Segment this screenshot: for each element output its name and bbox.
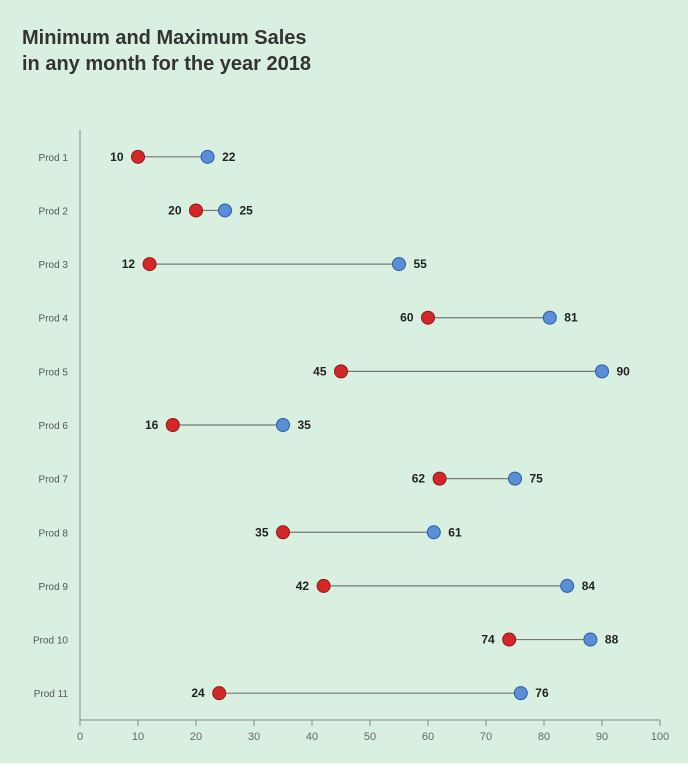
max-value-label: 75 bbox=[530, 472, 544, 486]
y-category-label: Prod 3 bbox=[39, 260, 69, 271]
min-value-label: 74 bbox=[481, 633, 495, 647]
min-value-label: 20 bbox=[168, 203, 182, 217]
max-value-label: 35 bbox=[298, 418, 312, 432]
x-tick-label: 20 bbox=[190, 731, 202, 743]
min-marker bbox=[166, 419, 179, 432]
max-marker bbox=[543, 311, 556, 324]
min-marker bbox=[132, 150, 145, 163]
y-category-label: Prod 2 bbox=[39, 206, 69, 217]
x-tick-label: 80 bbox=[538, 731, 550, 743]
min-value-label: 62 bbox=[412, 472, 426, 486]
min-marker bbox=[277, 526, 290, 539]
max-value-label: 81 bbox=[564, 311, 578, 325]
x-tick-label: 60 bbox=[422, 731, 434, 743]
y-category-label: Prod 6 bbox=[39, 421, 69, 432]
max-value-label: 88 bbox=[605, 633, 619, 647]
max-marker bbox=[584, 633, 597, 646]
max-marker bbox=[509, 472, 522, 485]
y-category-label: Prod 8 bbox=[39, 528, 69, 539]
min-value-label: 42 bbox=[296, 579, 310, 593]
max-marker bbox=[596, 365, 609, 378]
min-value-label: 16 bbox=[145, 418, 159, 432]
max-value-label: 22 bbox=[222, 150, 236, 164]
max-value-label: 84 bbox=[582, 579, 596, 593]
y-category-label: Prod 9 bbox=[39, 582, 69, 593]
min-marker bbox=[335, 365, 348, 378]
min-value-label: 24 bbox=[191, 686, 205, 700]
min-marker bbox=[503, 633, 516, 646]
min-value-label: 45 bbox=[313, 364, 327, 378]
y-category-label: Prod 10 bbox=[33, 636, 68, 647]
max-value-label: 55 bbox=[414, 257, 428, 271]
x-tick-label: 100 bbox=[651, 731, 669, 743]
x-tick-label: 30 bbox=[248, 731, 260, 743]
y-category-label: Prod 5 bbox=[39, 367, 69, 378]
y-category-label: Prod 4 bbox=[39, 314, 69, 325]
min-value-label: 10 bbox=[110, 150, 124, 164]
min-marker bbox=[213, 687, 226, 700]
max-marker bbox=[514, 687, 527, 700]
x-tick-label: 70 bbox=[480, 731, 492, 743]
max-value-label: 90 bbox=[617, 364, 631, 378]
chart-title-line: Minimum and Maximum Sales bbox=[22, 27, 307, 49]
x-tick-label: 40 bbox=[306, 731, 318, 743]
min-value-label: 12 bbox=[122, 257, 136, 271]
max-marker bbox=[219, 204, 232, 217]
max-marker bbox=[277, 419, 290, 432]
x-tick-label: 90 bbox=[596, 731, 608, 743]
max-value-label: 25 bbox=[240, 203, 254, 217]
min-marker bbox=[317, 579, 330, 592]
min-marker bbox=[433, 472, 446, 485]
x-tick-label: 50 bbox=[364, 731, 376, 743]
min-marker bbox=[422, 311, 435, 324]
chart-title-line: in any month for the year 2018 bbox=[22, 53, 311, 75]
y-category-label: Prod 11 bbox=[34, 689, 69, 700]
x-tick-label: 0 bbox=[77, 731, 83, 743]
max-marker bbox=[561, 579, 574, 592]
min-value-label: 35 bbox=[255, 525, 269, 539]
chart-container: Minimum and Maximum Sales in any month fo… bbox=[0, 0, 688, 763]
min-marker bbox=[190, 204, 203, 217]
max-value-label: 76 bbox=[535, 686, 549, 700]
x-tick-label: 10 bbox=[132, 731, 144, 743]
dumbbell-chart: Minimum and Maximum Sales in any month fo… bbox=[0, 0, 688, 763]
y-category-label: Prod 7 bbox=[39, 475, 69, 486]
min-value-label: 60 bbox=[400, 311, 414, 325]
max-marker bbox=[393, 258, 406, 271]
max-marker bbox=[427, 526, 440, 539]
max-value-label: 61 bbox=[448, 525, 462, 539]
y-category-label: Prod 1 bbox=[39, 153, 69, 164]
min-marker bbox=[143, 258, 156, 271]
max-marker bbox=[201, 150, 214, 163]
